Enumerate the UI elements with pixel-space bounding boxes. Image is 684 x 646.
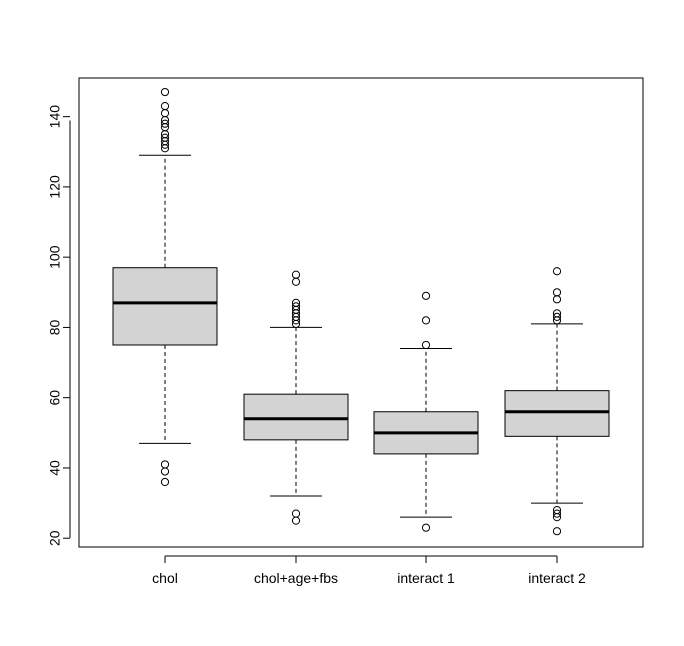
outlier-point	[421, 291, 431, 300]
iqr-box	[504, 390, 610, 437]
outlier-point	[291, 302, 301, 311]
outlier-point	[291, 509, 301, 518]
x-category-label: interact 2	[528, 570, 586, 586]
box-group	[112, 87, 218, 487]
y-tick-label: 80	[47, 319, 63, 335]
outlier-point	[421, 340, 431, 350]
x-axis-ticks: chol chol+age+fbs interact 1 interact 2	[152, 556, 586, 586]
boxplot-series	[112, 87, 610, 536]
iqr-box	[243, 393, 349, 441]
outlier-point	[160, 87, 170, 97]
outlier-point	[552, 295, 562, 304]
outlier-point	[160, 133, 170, 142]
x-category-label: chol+age+fbs	[254, 570, 338, 586]
outlier-point	[552, 527, 562, 536]
outlier-point	[160, 467, 170, 476]
outlier-point	[160, 477, 170, 487]
outlier-point	[160, 119, 170, 128]
outlier-point	[552, 267, 562, 276]
y-tick-label: 120	[47, 175, 63, 199]
outlier-point	[160, 109, 170, 118]
outlier-point	[291, 298, 301, 307]
y-tick-label: 20	[47, 530, 63, 546]
outlier-point	[160, 460, 170, 469]
outlier-point	[552, 309, 562, 318]
iqr-box	[112, 267, 218, 346]
x-category-label: chol	[152, 570, 178, 586]
outlier-point	[291, 277, 301, 286]
box-group	[373, 291, 479, 532]
y-tick-label: 140	[47, 105, 63, 129]
plot-frame	[78, 77, 644, 548]
outlier-point	[160, 102, 170, 111]
y-tick-label: 100	[47, 245, 63, 269]
outlier-point	[421, 523, 431, 532]
outlier-point	[552, 312, 562, 321]
outlier-point	[291, 270, 301, 279]
y-tick-label: 60	[47, 390, 63, 406]
y-axis-ticks: 20 40 60 80 100 120 140	[47, 105, 70, 546]
outlier-point	[552, 506, 562, 515]
outlier-point	[552, 509, 562, 518]
outlier-point	[421, 316, 431, 325]
x-category-label: interact 1	[397, 570, 455, 586]
y-tick-label: 40	[47, 460, 63, 476]
box-group	[243, 270, 349, 525]
outlier-point	[552, 288, 562, 297]
box-group	[504, 267, 610, 536]
outlier-point	[291, 516, 301, 525]
